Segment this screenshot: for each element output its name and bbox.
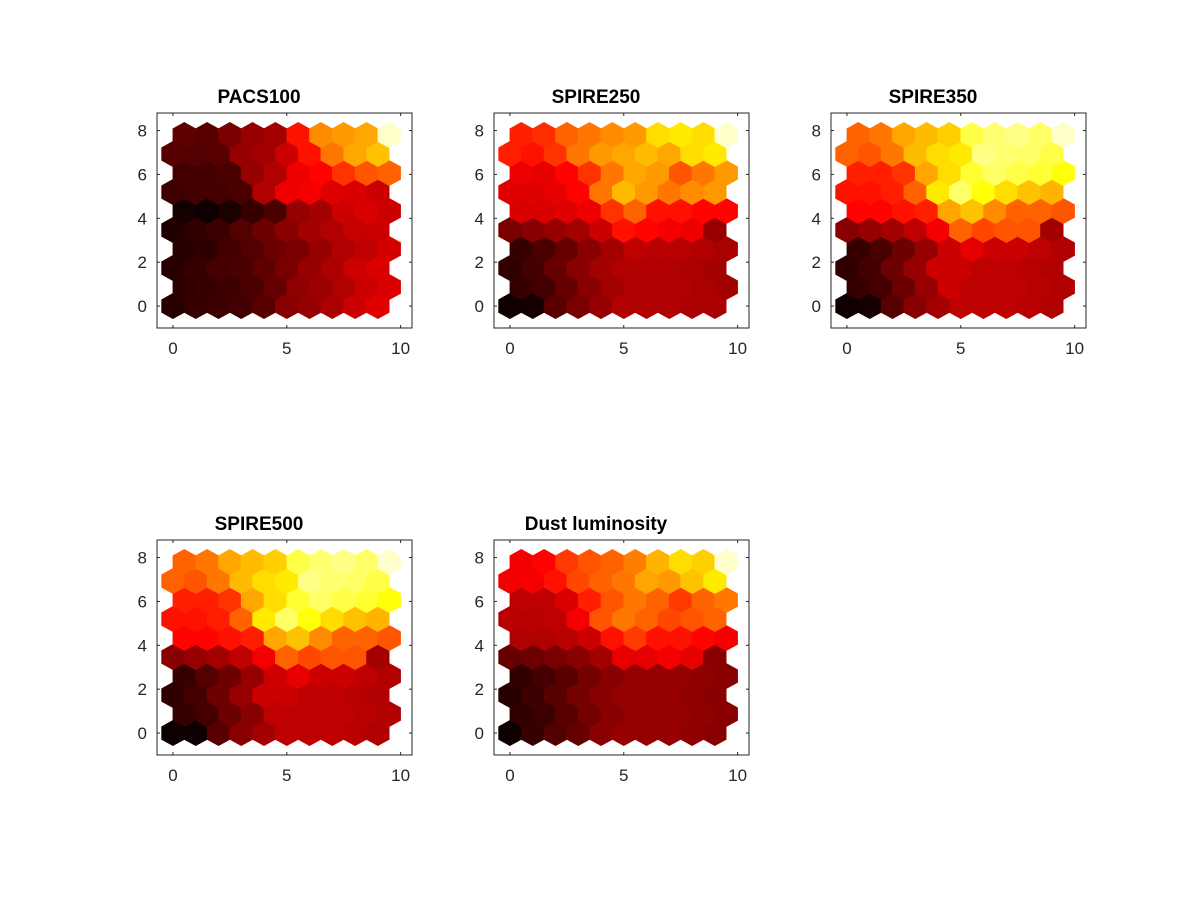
y-tick-label: 8 xyxy=(138,122,147,141)
y-tick-label: 6 xyxy=(812,165,821,184)
y-tick-label: 0 xyxy=(138,297,147,316)
y-tick-label: 2 xyxy=(475,680,484,699)
axes-frame xyxy=(156,112,413,329)
y-tick-label: 2 xyxy=(138,253,147,272)
y-tick-label: 4 xyxy=(138,209,147,228)
x-tick-label: 5 xyxy=(956,339,965,358)
x-tick-label: 5 xyxy=(282,339,291,358)
y-tick-label: 8 xyxy=(138,549,147,568)
hex-cell-r9-c9 xyxy=(714,549,738,576)
heatmap-panel-1: 0 5 10 0 2 4 6 8 PACS100 xyxy=(138,87,413,358)
y-tick-label: 4 xyxy=(475,636,484,655)
x-tick-label: 10 xyxy=(391,339,410,358)
axes-frame xyxy=(830,112,1087,329)
y-tick-label: 6 xyxy=(475,165,484,184)
x-tick-label: 10 xyxy=(1065,339,1084,358)
hex-cell-r9-c9 xyxy=(714,122,738,149)
x-tick-label: 0 xyxy=(168,339,177,358)
panel-title: SPIRE250 xyxy=(552,87,641,108)
y-tick-label: 2 xyxy=(812,253,821,272)
hex-cell-r9-c9 xyxy=(377,549,401,576)
x-tick-label: 0 xyxy=(168,766,177,785)
axes-frame xyxy=(156,539,413,756)
y-tick-label: 6 xyxy=(475,592,484,611)
y-tick-label: 0 xyxy=(812,297,821,316)
panel-title: SPIRE500 xyxy=(215,514,304,535)
x-tick-label: 10 xyxy=(728,766,747,785)
heatmap-panel-3: 0 5 10 0 2 4 6 8 SPIRE350 xyxy=(812,87,1087,358)
y-tick-label: 8 xyxy=(475,549,484,568)
x-tick-label: 10 xyxy=(728,339,747,358)
y-tick-label: 0 xyxy=(475,724,484,743)
y-tick-label: 2 xyxy=(138,680,147,699)
y-tick-label: 8 xyxy=(812,122,821,141)
heatmap-panel-5: 0 5 10 0 2 4 6 8 Dust luminosity xyxy=(475,514,750,785)
heatmap-panel-2: 0 5 10 0 2 4 6 8 SPIRE250 xyxy=(475,87,750,358)
x-tick-label: 5 xyxy=(282,766,291,785)
y-tick-label: 6 xyxy=(138,592,147,611)
axes-frame xyxy=(493,112,750,329)
x-tick-label: 0 xyxy=(505,339,514,358)
x-tick-label: 10 xyxy=(391,766,410,785)
y-tick-label: 2 xyxy=(475,253,484,272)
y-tick-label: 0 xyxy=(475,297,484,316)
hex-cell-r9-c9 xyxy=(377,122,401,149)
y-tick-label: 4 xyxy=(475,209,484,228)
axes-frame xyxy=(493,539,750,756)
y-tick-label: 4 xyxy=(138,636,147,655)
y-tick-label: 8 xyxy=(475,122,484,141)
heatmap-panel-4: 0 5 10 0 2 4 6 8 SPIRE500 xyxy=(138,514,413,785)
panel-title: Dust luminosity xyxy=(525,514,668,535)
y-tick-label: 4 xyxy=(812,209,821,228)
panel-title: PACS100 xyxy=(217,87,300,108)
x-tick-label: 5 xyxy=(619,339,628,358)
y-tick-label: 0 xyxy=(138,724,147,743)
x-tick-label: 5 xyxy=(619,766,628,785)
panel-title: SPIRE350 xyxy=(889,87,978,108)
hex-cell-r9-c9 xyxy=(1051,122,1075,149)
x-tick-label: 0 xyxy=(842,339,851,358)
y-tick-label: 6 xyxy=(138,165,147,184)
x-tick-label: 0 xyxy=(505,766,514,785)
